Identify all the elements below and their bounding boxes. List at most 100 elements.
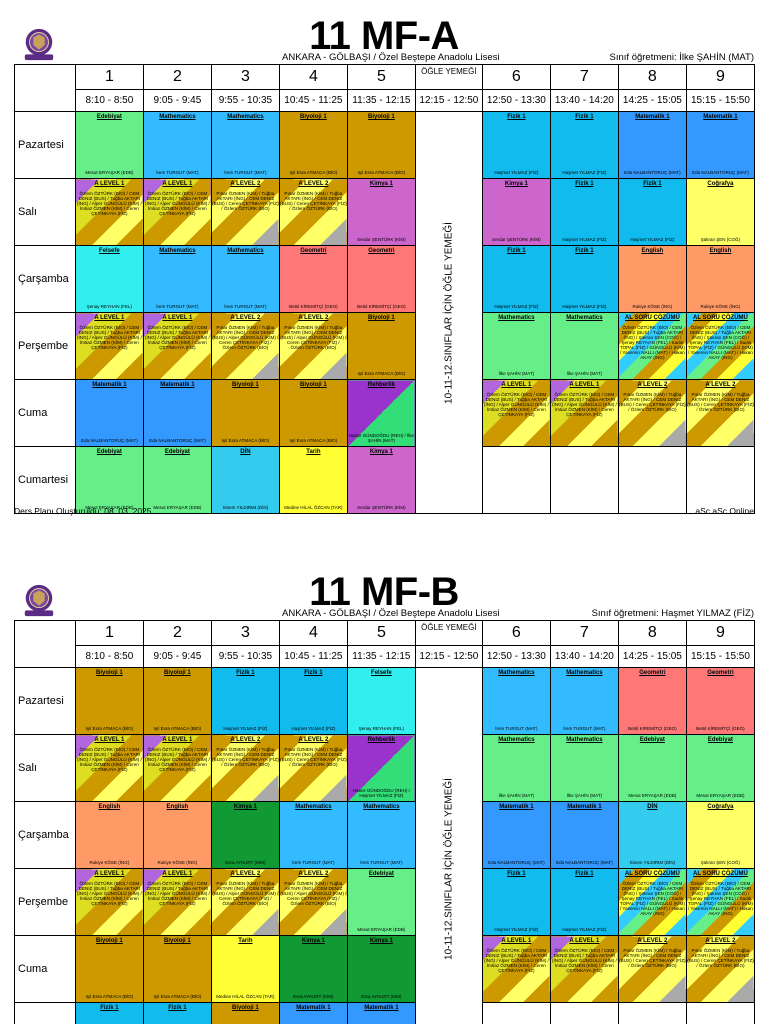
subject-name: Edebiyat	[164, 449, 190, 455]
lesson-slot: Mathematics İlke ŞAHİN (MAT)	[481, 312, 551, 380]
teacher-name: Esra AYKURT (KİM)	[293, 994, 334, 999]
lesson-cell	[687, 1004, 753, 1024]
subject-name: Mathematics	[363, 804, 400, 810]
lesson-cell: AL SORU ÇÖZÜMÜ Özlem ÖZTÜRK (BİO) / CEM D…	[687, 314, 753, 379]
lesson-cell: DİN Sinem YILDIRIM (DİN)	[212, 448, 278, 513]
lesson-cell: A LEVEL 1 Özlem ÖZTÜRK (BİO) / CEM DENIZ …	[144, 314, 210, 379]
lesson-slot: A LEVEL 1 Özlem ÖZTÜRK (BİO) / CEM DENIZ …	[549, 935, 619, 1003]
lesson-slot: AL SORU ÇÖZÜMÜ Özlem ÖZTÜRK (BİO) / CEM D…	[617, 312, 687, 380]
teacher-name: Işıl Esra ATMACA (BİO)	[289, 170, 338, 175]
period-number: 6	[481, 64, 551, 90]
period-number: 7	[549, 620, 619, 646]
lesson-slot: Matematik 1 Eda NALBANTORUÇ (MAT)	[549, 801, 619, 869]
school-crest-icon	[24, 584, 54, 617]
lesson-slot: Kimya 1 Esra AYKURT (KİM)	[210, 801, 280, 869]
lesson-cell: Fizik 1 Haşmet YILMAZ (FİZ)	[280, 669, 346, 734]
subject-name: A LEVEL 1	[162, 315, 193, 321]
period-number: 3	[210, 620, 280, 646]
lesson-cell: English Rukiye KÖSE (İNG)	[619, 247, 685, 312]
lesson-cell: Rehberlik Hatice GÜNDOĞDU (REH) / Haşmet …	[348, 736, 414, 801]
period-number: 4	[278, 620, 348, 646]
teacher-name: İrem TURGUT (MAT)	[563, 726, 606, 731]
lesson-slot: Edebiyat Mesut ERYAŞAR (EDB)	[74, 111, 144, 179]
lesson-cell: Edebiyat Mesut ERYAŞAR (EDB)	[687, 736, 753, 801]
lesson-slot: English Rukiye KÖSE (İNG)	[142, 801, 212, 869]
lesson-cell: English Rukiye KÖSE (İNG)	[76, 803, 142, 868]
lesson-slot: Matematik 1 Eda NALBANTORUÇ (MAT)	[142, 379, 212, 447]
teacher-list: Özlem ÖZTÜRK (BİO) / CEM DENIZ (BUS) / T…	[76, 325, 142, 350]
subject-name: AL SORU ÇÖZÜMÜ	[692, 315, 748, 321]
subject-name: Mathematics	[498, 737, 535, 743]
lesson-slot: AL SORU ÇÖZÜMÜ Özlem ÖZTÜRK (BİO) / CEM D…	[685, 312, 756, 380]
lesson-slot: A LEVEL 1 Özlem ÖZTÜRK (BİO) / CEM DENIZ …	[142, 312, 212, 380]
teacher-name: Betül KİREMİTÇİ (GEO)	[357, 304, 406, 309]
lesson-cell: Felsefe Şenay REYHAN (FEL)	[348, 669, 414, 734]
lesson-slot: Geometri Betül KİREMİTÇİ (GEO)	[278, 245, 348, 313]
subject-name: Tarih	[306, 449, 321, 455]
period-time: 12:15 - 12:50	[414, 645, 483, 668]
lesson-cell: Geometri Betül KİREMİTÇİ (GEO)	[619, 669, 685, 734]
teacher-name: Eda NALBANTORUÇ (MAT)	[692, 170, 749, 175]
teacher-name: Haşmet YILMAZ (FİZ)	[494, 927, 539, 932]
subject-name: Fizik 1	[507, 248, 526, 254]
period-number: 3	[210, 64, 280, 90]
lesson-cell: Rehberlik Hatice GÜNDOĞDU (REH) / İlke ŞA…	[348, 381, 414, 446]
subject-name: A LEVEL 1	[162, 871, 193, 877]
teacher-name: İlke ŞAHİN (MAT)	[498, 793, 535, 798]
teacher-name: Mesut ERYAŞAR (EDB)	[696, 793, 745, 798]
teacher-name: İrem TURGUT (MAT)	[224, 170, 267, 175]
subject-name: Tarih	[238, 938, 253, 944]
teacher-name: Esra AYKURT (KİM)	[361, 994, 402, 999]
subject-name: Felsefe	[371, 670, 392, 676]
lesson-cell: Biyoloji 1 Işıl Esra ATMACA (BİO)	[280, 381, 346, 446]
lesson-cell: Biyoloji 1 Işıl Esra ATMACA (BİO)	[212, 381, 278, 446]
lesson-cell	[551, 448, 617, 513]
subject-name: Kimya 1	[504, 181, 528, 187]
lesson-cell: A LEVEL 1 Özlem ÖZTÜRK (BİO) / CEM DENIZ …	[551, 381, 617, 446]
subject-name: Geometri	[707, 670, 734, 676]
subject-name: Matematik 1	[92, 382, 127, 388]
lesson-cell: Mathematics İrem TURGUT (MAT)	[348, 803, 414, 868]
lesson-slot: Fizik 1 Haşmet YILMAZ (FİZ)	[278, 667, 348, 735]
teacher-list: Özlem ÖZTÜRK (BİO) / CEM DENIZ (BUS) / T…	[144, 191, 210, 216]
teacher-list: Pınar ÖZMEN (KİM) / Tuğba AKTARI (İNG) /…	[687, 948, 754, 968]
period-number: 9	[685, 620, 756, 646]
lesson-slot: A LEVEL 2 Pınar ÖZMEN (KİM) / Tuğba AKTAR…	[210, 868, 280, 936]
subject-name: A LEVEL 2	[230, 315, 261, 321]
subject-name: A LEVEL 1	[94, 737, 125, 743]
lesson-cell: Geometri Betül KİREMİTÇİ (GEO)	[348, 247, 414, 312]
subject-name: Edebiyat	[707, 737, 733, 743]
day-name: Cumartesi	[14, 446, 76, 514]
teacher-name: Şükran ŞEN (COĞ)	[700, 860, 741, 865]
lesson-cell: Coğrafya Şükran ŞEN (COĞ)	[687, 803, 753, 868]
lunch-header: ÖĞLE YEMEĞİ	[414, 620, 483, 646]
subject-name: Edebiyat	[96, 114, 122, 120]
period-time: 10:45 - 11:25	[278, 89, 348, 112]
lesson-cell: Biyoloji 1 Işıl Esra ATMACA (BİO)	[76, 937, 142, 1002]
lesson-slot	[549, 1002, 619, 1024]
day-name: Çarşamba	[14, 245, 76, 313]
lesson-cell: A LEVEL 2 Pınar ÖZMEN (KİM) / Tuğba AKTAR…	[212, 870, 278, 935]
lesson-cell: Mathematics İrem TURGUT (MAT)	[212, 247, 278, 312]
subject-name: Coğrafya	[707, 181, 734, 187]
lesson-slot: A LEVEL 2 Pınar ÖZMEN (KİM) / Tuğba AKTAR…	[278, 734, 348, 802]
period-number: 7	[549, 64, 619, 90]
lesson-slot: Fizik 1	[74, 1002, 144, 1024]
lesson-cell: Edebiyat Mesut ERYAŞAR (EDB)	[76, 448, 142, 513]
lesson-slot: Biyoloji 1	[210, 1002, 280, 1024]
lesson-slot: Biyoloji 1 Işıl Esra ATMACA (BİO)	[142, 935, 212, 1003]
lesson-cell: A LEVEL 2 Pınar ÖZMEN (KİM) / Tuğba AKTAR…	[280, 870, 346, 935]
teacher-list: Pınar ÖZMEN (KİM) / Tuğba AKTARI (İNG) /…	[619, 948, 686, 968]
period-number: 1	[74, 64, 144, 90]
lesson-slot: Mathematics İlke ŞAHİN (MAT)	[481, 734, 551, 802]
subject-name: Mathematics	[498, 670, 535, 676]
teacher-list: Özlem ÖZTÜRK (BİO) / CEM DENIZ (BUS) / T…	[144, 747, 210, 772]
day-name: Perşembe	[14, 312, 76, 380]
lesson-cell: Felsefe Şenay REYHAN (FEL)	[76, 247, 142, 312]
teacher-name: Haşmet YILMAZ (FİZ)	[494, 170, 539, 175]
lesson-slot: Mathematics İrem TURGUT (MAT)	[481, 667, 551, 735]
lesson-slot	[617, 1002, 687, 1024]
lesson-cell: Geometri Betül KİREMİTÇİ (GEO)	[280, 247, 346, 312]
lesson-cell	[483, 448, 549, 513]
teacher-name: İlke ŞAHİN (MAT)	[566, 371, 603, 376]
